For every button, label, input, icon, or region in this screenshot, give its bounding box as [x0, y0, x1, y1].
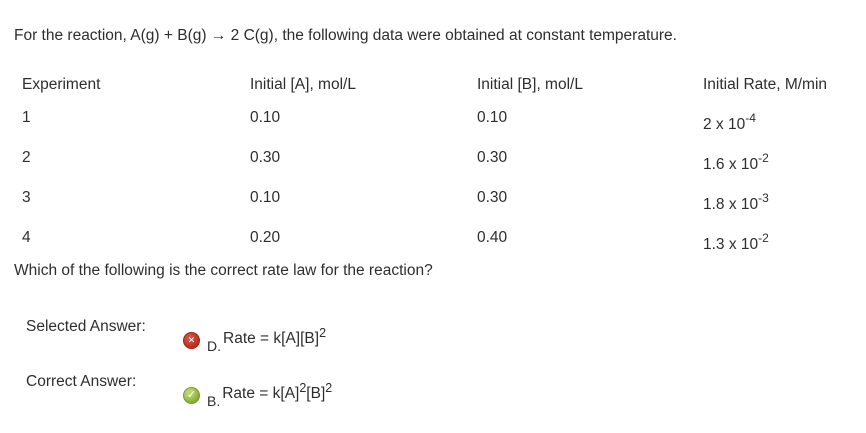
check-circle-icon [183, 387, 200, 404]
initial-a-value: 0.20 [250, 229, 281, 246]
initial-rate-value: 2 x 10-4 [703, 110, 756, 133]
table-header-initial-a: Initial [A], mol/L [250, 76, 356, 93]
selected-answer-row: D. Rate = k[A][B]2 [183, 327, 326, 356]
experiment-number: 2 [22, 149, 31, 166]
selected-answer-letter: D. [207, 338, 221, 354]
table-header-experiment: Experiment [22, 76, 101, 93]
question-intro-text: For the reaction, A(g) + B(g) → 2 C(g), … [14, 27, 677, 44]
rate-exponent: -2 [758, 150, 769, 165]
correct-answer-label: Correct Answer: [26, 373, 137, 390]
correct-answer-formula: Rate = k[A]2[B]2 [222, 380, 333, 402]
initial-a-value: 0.10 [250, 189, 281, 206]
rate-exponent: -3 [758, 190, 769, 205]
rate-exponent: -2 [758, 230, 769, 245]
table-header-initial-b: Initial [B], mol/L [477, 76, 583, 93]
data-table-header-row: Experiment Initial [A], mol/L Initial [B… [22, 75, 862, 96]
initial-rate-value: 1.8 x 10-3 [703, 190, 769, 213]
selected-answer-formula: Rate = k[A][B]2 [223, 325, 327, 347]
initial-a-value: 0.30 [250, 149, 281, 166]
initial-b-value: 0.40 [477, 229, 508, 246]
selected-answer-label: Selected Answer: [26, 318, 146, 335]
data-table-body: 1 0.10 0.10 2 x 10-4 2 0.30 0.30 1.6 x 1… [22, 108, 862, 268]
initial-b-value: 0.30 [477, 149, 508, 166]
correct-answer-letter: B. [207, 393, 221, 409]
initial-a-value: 0.10 [250, 109, 281, 126]
experiment-number: 4 [22, 229, 31, 246]
experiment-number: 1 [22, 109, 31, 126]
rate-exponent: -4 [745, 110, 756, 125]
formula-exponent: 2 [319, 325, 327, 340]
x-circle-icon [183, 332, 200, 349]
question-prompt-text: Which of the following is the correct ra… [14, 262, 433, 279]
correct-answer-row: B. Rate = k[A]2[B]2 [183, 382, 332, 411]
formula-exponent: 2 [325, 380, 333, 395]
experiment-number: 3 [22, 189, 31, 206]
initial-rate-value: 1.6 x 10-2 [703, 150, 769, 173]
initial-rate-value: 1.3 x 10-2 [703, 230, 769, 253]
initial-b-value: 0.30 [477, 189, 508, 206]
formula-exponent: 2 [299, 380, 307, 395]
table-header-initial-rate: Initial Rate, M/min [703, 76, 828, 93]
initial-b-value: 0.10 [477, 109, 508, 126]
